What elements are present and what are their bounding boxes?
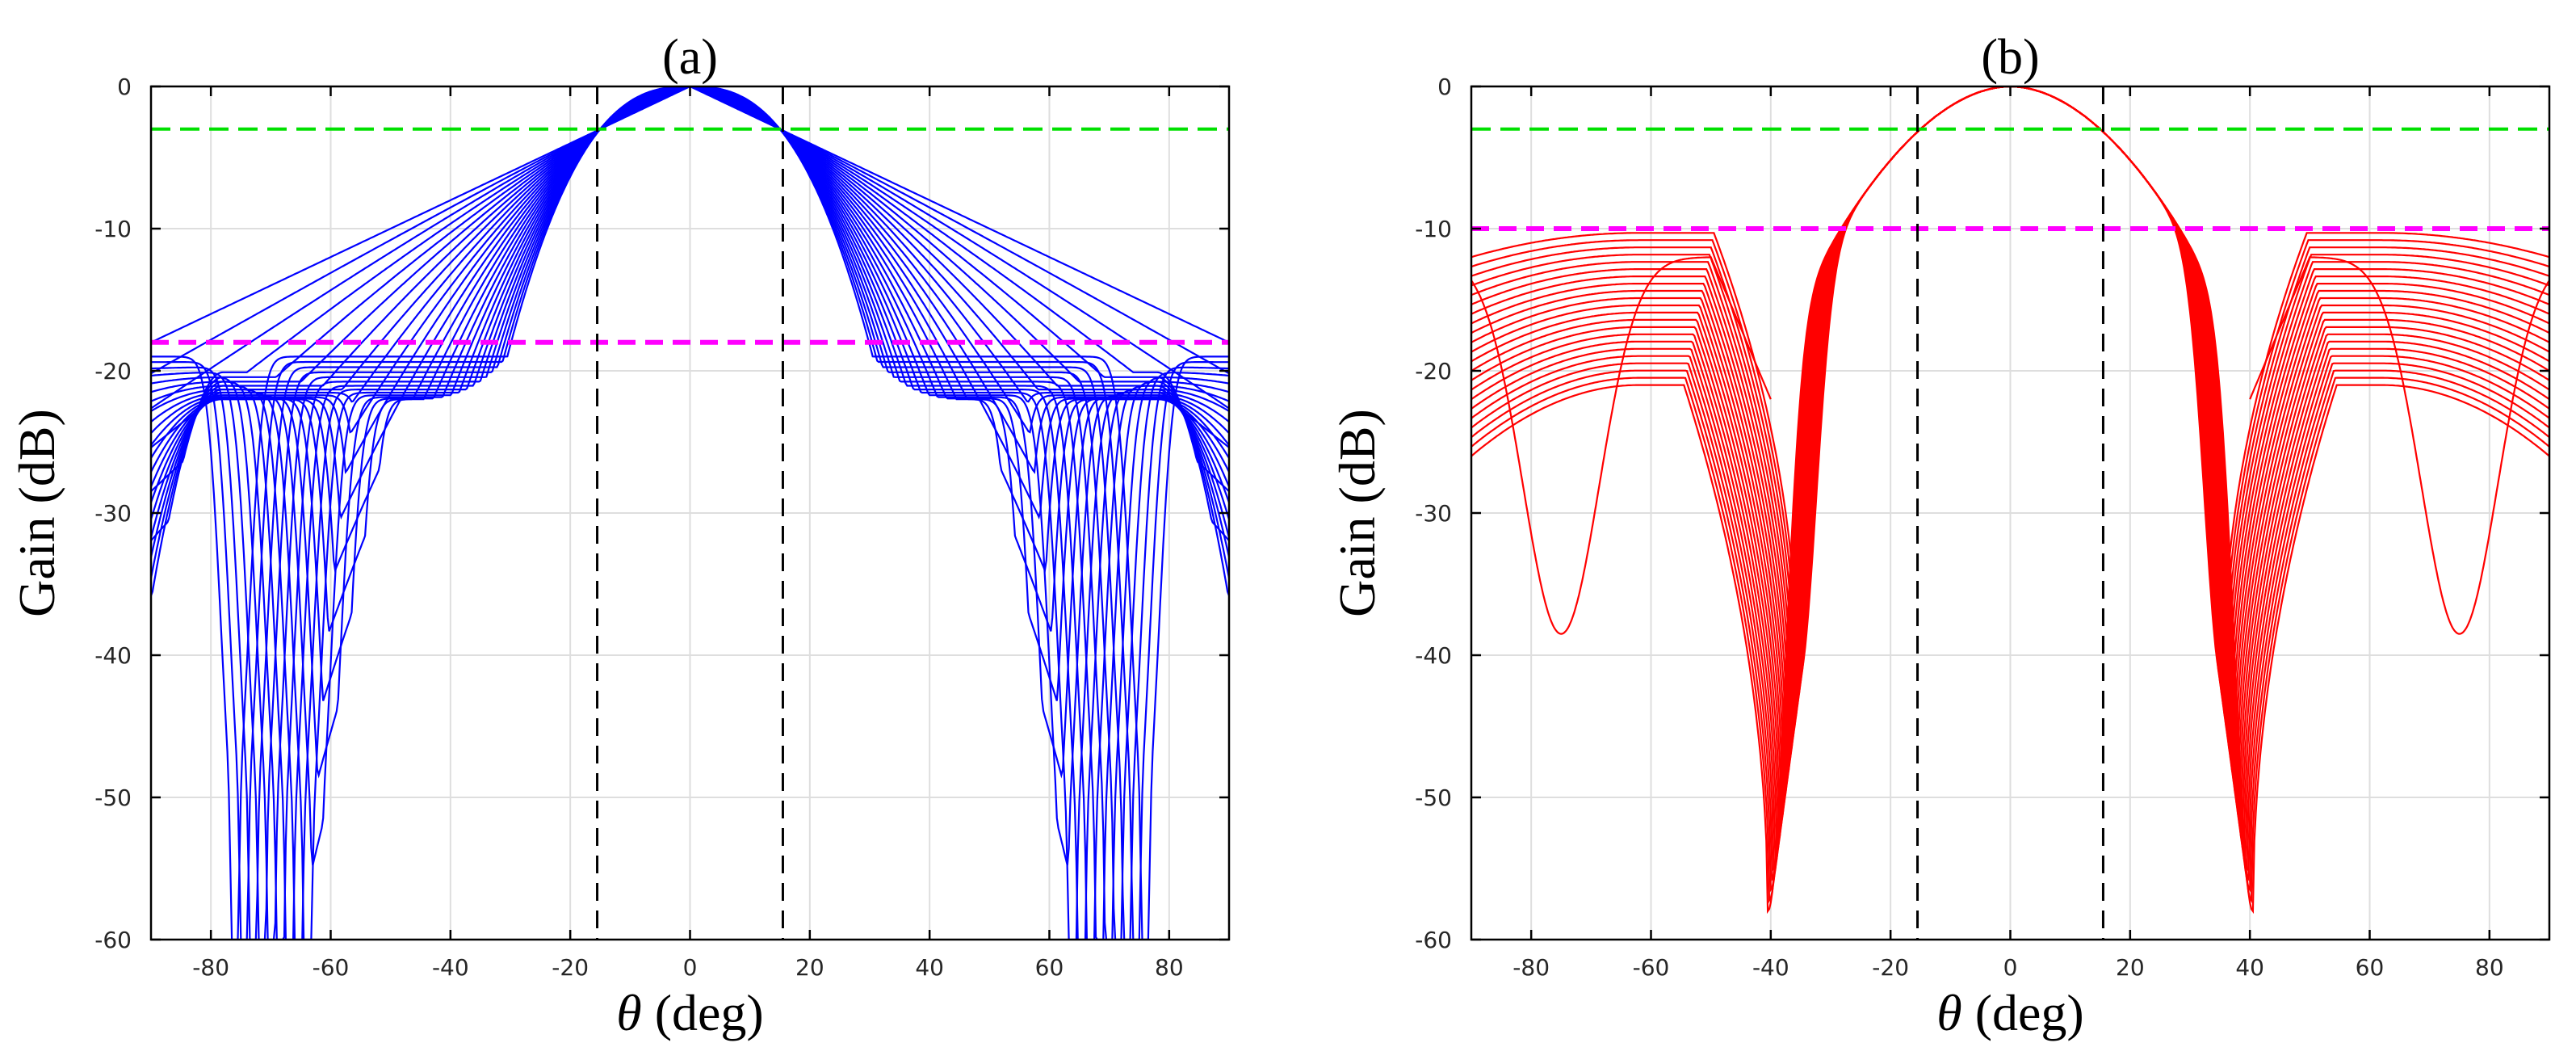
y-axis-label: Gain (dB) [8,409,65,617]
x-tick-label: -60 [1633,954,1670,981]
pattern-curve [151,86,1229,940]
x-tick-label: 0 [2003,954,2018,981]
pattern-curve [151,86,1229,558]
y-tick-label: -30 [94,500,132,527]
pattern-curve [151,86,1229,520]
pattern-curve [1471,86,2549,704]
pattern-curve [1471,86,2549,814]
panel-title: (a) [662,30,718,85]
x-tick-label: 0 [683,954,698,981]
y-tick-label: -20 [1415,358,1452,385]
pattern-curve [151,86,1229,541]
curve-family [151,86,1229,940]
pattern-curve [1471,86,2549,694]
x-axis-label: θ (deg) [1936,984,2083,1041]
y-axis-label: Gain (dB) [1328,409,1386,617]
pattern-curve [1471,86,2549,803]
panel-a: -80 -60 -40 -20 0 20 40 60 80 0 -10 -20 -30 -40 -50 -60… [8,30,1231,1041]
y-tick-label: -10 [1415,216,1452,242]
x-tick-label: -20 [1872,954,1909,981]
pattern-curve [151,86,1229,866]
y-tick-label: -40 [1415,642,1452,669]
pattern-curve [151,86,1229,940]
pattern-curve [151,86,1229,492]
y-tick-label: 0 [1437,74,1452,100]
pattern-curve [1471,86,2549,738]
pattern-curve [1471,86,2549,781]
y-tick-label: 0 [117,74,132,100]
x-tick-label: 60 [1035,954,1064,981]
pattern-curve [1471,86,2549,836]
pattern-curve [1471,86,2549,771]
pattern-curve [1471,86,2549,893]
pattern-curve [151,86,1229,940]
x-tick-label: 80 [1155,954,1184,981]
x-axis-label: θ (deg) [616,984,763,1041]
pattern-curve [1471,86,2549,860]
y-tick-label: -10 [94,216,132,242]
y-tick-label: -30 [1415,500,1452,527]
y-tick-label: -60 [1415,927,1452,953]
pattern-curve [151,86,1229,940]
x-tick-label: -80 [1512,954,1550,981]
x-tick-label: 60 [2356,954,2385,981]
x-tick-label: 40 [915,954,944,981]
pattern-curve [1471,86,2549,686]
pattern-curve-extra [2249,256,2549,635]
pattern-curve [1471,86,2549,793]
pattern-curve [151,86,1229,343]
pattern-curve [1471,86,2549,716]
x-tick-label: -40 [1752,954,1789,981]
curve-family [1471,86,2549,915]
pattern-curve [151,86,1229,410]
x-tick-label: -40 [432,954,469,981]
pattern-curve [151,86,1229,940]
pattern-curve [1471,86,2549,726]
y-tick-label: -50 [94,784,132,811]
pattern-curve [151,86,1229,574]
pattern-curve [151,86,1229,538]
pattern-curve [1471,86,2549,748]
y-tick-label: -60 [94,927,132,953]
y-tick-label: -40 [94,642,132,669]
pattern-curve [151,86,1229,940]
pattern-curve [151,86,1229,940]
pattern-curve [151,86,1229,448]
pattern-curve [1471,86,2549,872]
x-tick-label: -60 [313,954,350,981]
pattern-curve [151,86,1229,520]
y-tick-label: -50 [1415,784,1452,811]
pattern-curve [1471,86,2549,759]
x-tick-label: 20 [795,954,824,981]
grid [1471,86,2549,940]
pattern-curve-extra [1471,256,1772,635]
x-tick-label: 80 [2475,954,2504,981]
pattern-curve [1471,86,2549,904]
x-tick-label: 20 [2116,954,2145,981]
x-tick-label: -20 [552,954,589,981]
pattern-curve [151,86,1229,940]
pattern-curve [1471,86,2549,847]
panel-b: -80 -60 -40 -20 0 20 40 60 80 0 -10 -20 -30 -40 -50 -60… [1328,30,2551,1041]
x-tick-label: -80 [192,954,229,981]
pattern-curve [1471,86,2549,915]
y-tick-label: -20 [94,358,132,385]
pattern-curve [151,86,1229,375]
pattern-curve [151,86,1229,632]
pattern-curve [151,86,1229,940]
pattern-curve [1471,86,2549,825]
panel-title: (b) [1981,30,2039,85]
pattern-curve [1471,86,2549,882]
x-tick-label: 40 [2235,954,2264,981]
pattern-curve [151,86,1229,779]
